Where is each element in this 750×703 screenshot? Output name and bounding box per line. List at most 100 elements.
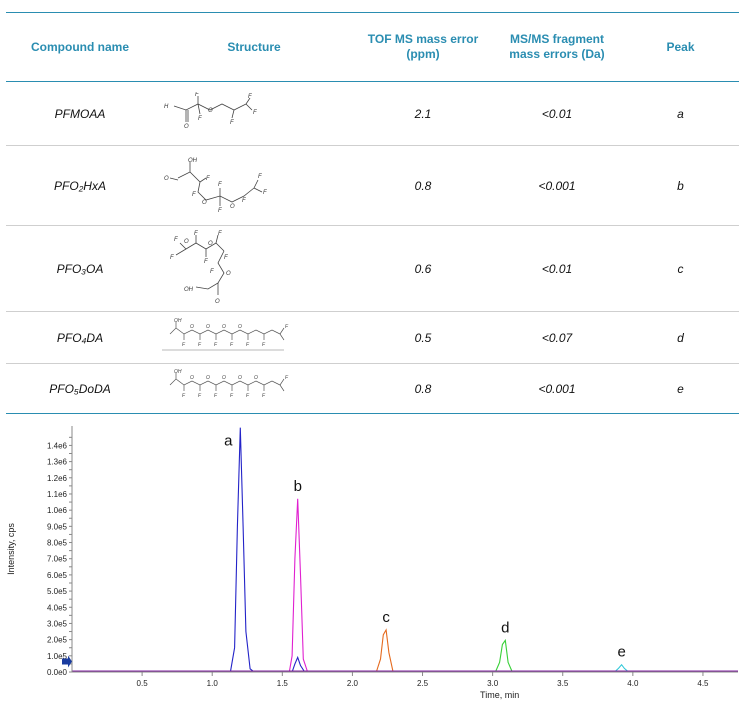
atom-label: O [206, 375, 210, 381]
y-tick-label: 1.2e6 [47, 474, 68, 483]
baseline-marker-icon [62, 655, 72, 668]
peak-annotation-b: b [294, 478, 302, 495]
atom-label: O [226, 271, 231, 277]
structure-pfo4da-image: OH O O O O F F F F F F F [162, 318, 289, 351]
atom-label: O [238, 324, 242, 330]
x-tick-label: 1.5 [277, 679, 289, 688]
peak-annotation-e: e [617, 644, 625, 661]
atom-label: O [184, 124, 189, 130]
atom-label: F [224, 255, 228, 261]
structure-cell: OH O O O O F F F F F F F [154, 311, 354, 364]
atom-label: O [202, 200, 207, 206]
peak-annotation-d: d [501, 619, 509, 636]
y-tick-label: 1.0e5 [47, 652, 68, 661]
x-tick-label: 2.5 [417, 679, 429, 688]
atom-label: F [246, 393, 250, 399]
atom-label: O [184, 239, 189, 245]
atom-label: F [253, 110, 257, 116]
peak-label: e [622, 363, 739, 414]
compound-table-container: Compound name Structure TOF MS mass erro… [6, 12, 739, 414]
x-tick-label: 3.0 [487, 679, 499, 688]
peak-trace-b-minor [291, 655, 306, 673]
compound-name: PFMOAA [6, 81, 154, 146]
header-structure: Structure [154, 12, 354, 82]
y-axis-label: Intensity, cps [6, 523, 16, 575]
atom-label: O [230, 204, 235, 210]
atom-label: O [190, 324, 194, 330]
y-tick-label: 9.0e5 [47, 522, 68, 531]
peak-annotation-a: a [224, 433, 233, 450]
atom-label: F [182, 342, 186, 348]
atom-label: F [285, 324, 289, 330]
atom-label: F [262, 342, 266, 348]
peak-annotation-c: c [382, 609, 390, 626]
tof-ms-error: 2.1 [354, 81, 492, 146]
atom-label: F [230, 393, 234, 399]
y-tick-label: 8.0e5 [47, 539, 68, 548]
header-compound-name: Compound name [6, 12, 154, 82]
atom-label: F [218, 182, 222, 188]
atom-label: F [198, 393, 202, 399]
atom-label: F [210, 269, 214, 275]
peak-trace-a [229, 427, 255, 673]
atom-label: OH [184, 287, 194, 293]
y-tick-label: 1.1e6 [47, 490, 68, 499]
atom-label: F [285, 375, 289, 381]
table-row: PFO₄DA OH O O O O F F [6, 311, 739, 364]
x-tick-label: 2.0 [347, 679, 359, 688]
y-tick-label: 5.0e5 [47, 587, 68, 596]
atom-label: O [254, 375, 258, 381]
msms-fragment-error: <0.001 [492, 363, 622, 414]
header-tof-ms-error: TOF MS mass error (ppm) [354, 12, 492, 82]
x-axis-ticks: 0.5 1.0 1.5 2.0 2.5 3.0 3.5 4.0 4.5 [137, 672, 709, 688]
peak-trace-e [614, 663, 629, 673]
atom-label: O [206, 324, 210, 330]
compound-table: Compound name Structure TOF MS mass erro… [6, 12, 739, 414]
atom-label: F [258, 174, 262, 180]
chromatogram-traces [229, 427, 629, 673]
atom-label: F [174, 237, 178, 243]
structure-pfo3oa-image: F F F O F O F F O F OH O [170, 231, 231, 305]
peak-label: d [622, 311, 739, 364]
atom-label: F [230, 120, 234, 126]
msms-fragment-error: <0.01 [492, 225, 622, 312]
atom-label: F [182, 393, 186, 399]
compound-name: PFO₅DoDA [6, 363, 154, 414]
header-msms-fragment-error: MS/MS fragment mass errors (Da) [492, 12, 622, 82]
table-row: PFO₃OA F F F O F O F [6, 225, 739, 312]
x-tick-label: 0.5 [137, 679, 149, 688]
table-row: PFO₅DoDA OH O O O O O F F [6, 363, 739, 414]
atom-label: O [164, 176, 169, 182]
y-axis-ticks: 0.0e0 1.0e5 2.0e5 3.0e5 4.0e5 5.0e5 6.0e5 7.0e5… [47, 436, 72, 677]
atom-label: O [208, 241, 213, 247]
atom-label: O [222, 375, 226, 381]
atom-label: O [222, 324, 226, 330]
atom-label: OH [174, 369, 182, 375]
peak-trace-d [494, 638, 513, 673]
peak-label: c [622, 225, 739, 312]
x-tick-label: 1.0 [207, 679, 219, 688]
table-row: PFMOAA H O F F O F F [6, 81, 739, 146]
chromatogram-chart: 0.0e0 1.0e5 2.0e5 3.0e5 4.0e5 5.0e5 6.0e5 7.0e5… [6, 426, 738, 700]
msms-fragment-error: <0.001 [492, 145, 622, 226]
header-peak: Peak [622, 12, 739, 82]
atom-label: F [246, 342, 250, 348]
tof-ms-error: 0.8 [354, 145, 492, 226]
atom-label: F [192, 192, 196, 198]
y-tick-label: 0.0e0 [47, 668, 68, 677]
structure-cell: F F F O F O F F O F OH O [154, 225, 354, 312]
peak-annotations: a b c d e [224, 433, 626, 661]
tof-ms-error: 0.6 [354, 225, 492, 312]
y-tick-label: 1.0e6 [47, 506, 68, 515]
tof-ms-error: 0.5 [354, 311, 492, 364]
structure-cell: OH O F F O F F O F F F [154, 145, 354, 226]
msms-fragment-error: <0.01 [492, 81, 622, 146]
atom-label: F [214, 342, 218, 348]
atom-label: F [206, 176, 210, 182]
y-tick-label: 1.3e6 [47, 458, 68, 467]
atom-label: F [263, 190, 267, 196]
atom-label: F [195, 92, 199, 98]
atom-label: F [194, 231, 198, 237]
atom-label: F [198, 342, 202, 348]
structure-pfmoaa-image: H O F F O F F F [164, 92, 257, 130]
